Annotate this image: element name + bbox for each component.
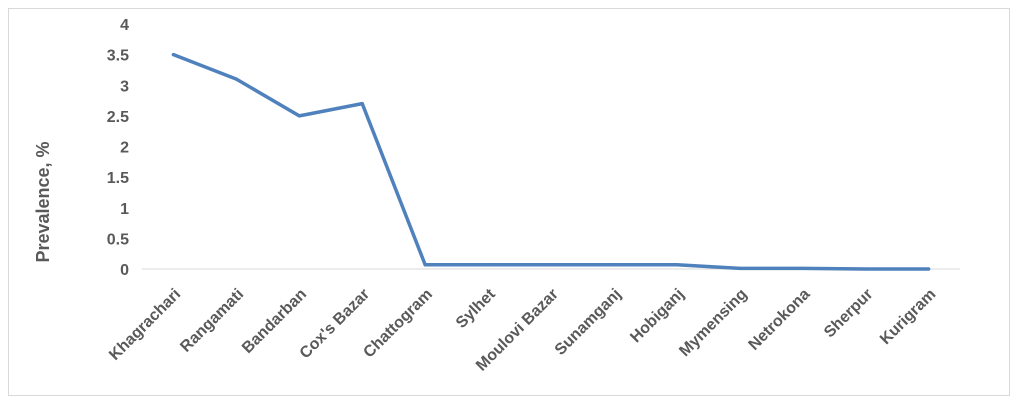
y-tick-label: 4 [120, 17, 129, 34]
y-tick-labels: 0 0.5 1 1.5 2 2.5 3 3.5 4 [107, 17, 129, 279]
x-tick-label: Hobiganj [627, 286, 687, 346]
y-tick-label: 0.5 [107, 231, 129, 248]
chart-frame [8, 8, 1010, 396]
data-point [234, 77, 238, 81]
x-tick-label: Sunamganj [552, 286, 625, 359]
y-axis-title: Prevalence, % [33, 141, 53, 262]
x-tick-label: Khagrachari [106, 286, 184, 364]
data-point [801, 266, 805, 270]
y-tick-label: 1.5 [107, 170, 129, 187]
y-tick-label: 3.5 [107, 48, 129, 65]
data-point [864, 267, 868, 271]
data-point [423, 263, 427, 267]
data-point [926, 267, 931, 271]
x-tick-label: Sherpur [821, 286, 876, 341]
series-line [171, 52, 931, 271]
data-point [486, 263, 490, 267]
x-tick-label: Kurigram [877, 286, 939, 348]
x-tick-label: Mymensing [676, 286, 750, 360]
data-point [549, 263, 553, 267]
data-points [171, 53, 931, 271]
y-tick-label: 2 [120, 140, 129, 157]
data-point [738, 266, 742, 270]
x-tick-label: Sylhet [453, 285, 499, 331]
x-tick-label: Rangamati [177, 286, 247, 356]
data-point [612, 263, 616, 267]
y-tick-label: 1 [120, 201, 129, 218]
data-point [675, 263, 679, 267]
data-point [360, 102, 364, 106]
data-point [297, 114, 301, 118]
x-tick-label: Netrokona [746, 286, 814, 354]
y-tick-label: 3 [120, 78, 129, 95]
data-point [171, 53, 176, 57]
y-tick-label: 0 [120, 262, 129, 279]
y-tick-label: 2.5 [107, 109, 129, 126]
